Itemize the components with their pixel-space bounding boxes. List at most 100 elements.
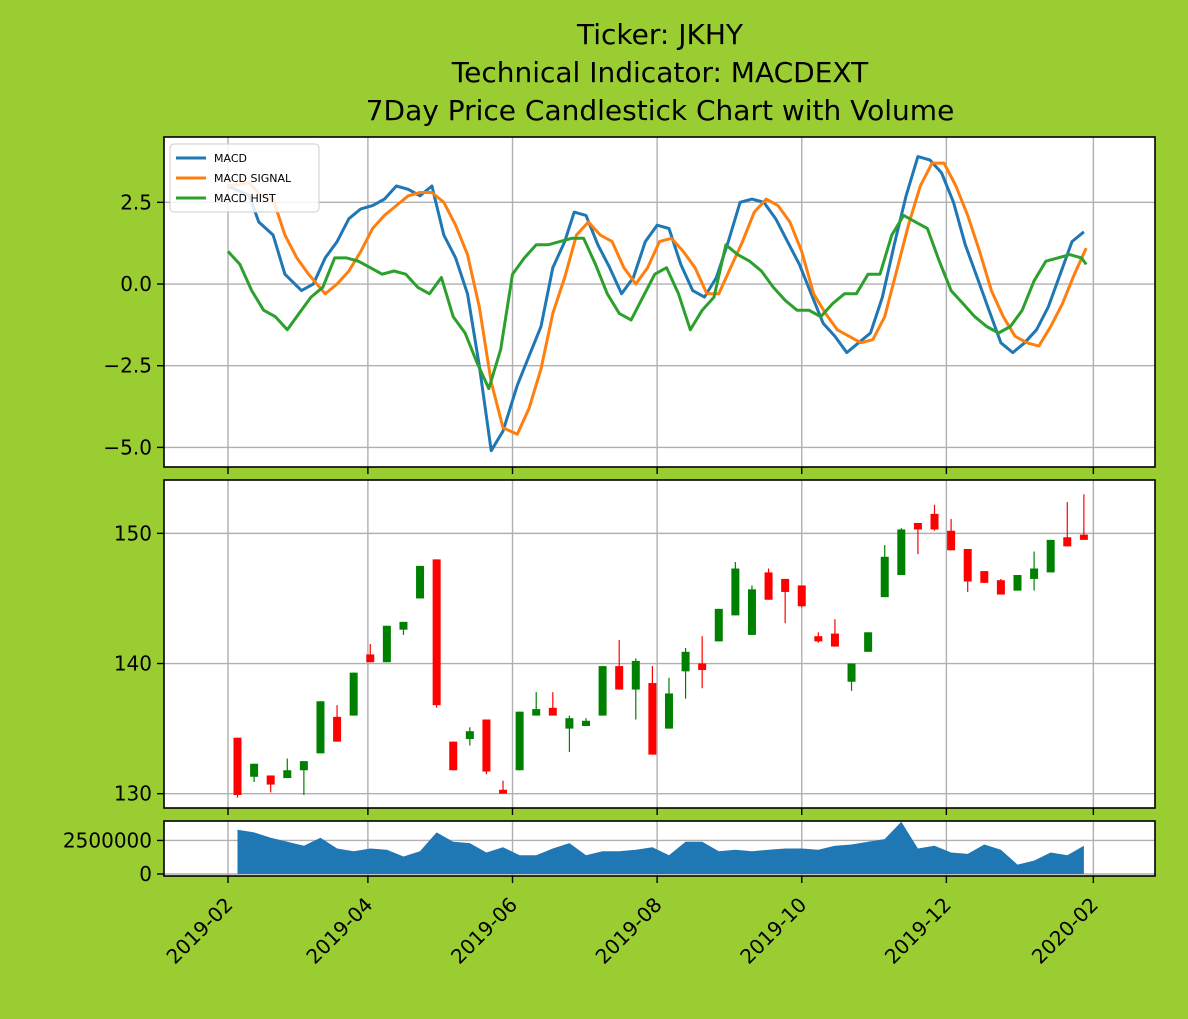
candle-2019-09-10 <box>747 585 756 635</box>
candle-body <box>996 580 1005 595</box>
candle-body <box>482 719 491 772</box>
legend-label-0: MACD <box>214 152 247 165</box>
x-tick-label-6: 2020-02 <box>1027 893 1103 969</box>
x-tick-label-4: 2019-10 <box>735 893 811 969</box>
price-ytick-label-0: 130 <box>114 782 152 806</box>
candle-body <box>980 571 989 583</box>
candle-2019-12-31 <box>1013 575 1022 591</box>
candle-body <box>1013 575 1022 591</box>
candle-body <box>382 625 391 663</box>
candle-2020-01-28 <box>1079 494 1088 540</box>
candle-body <box>1030 568 1039 579</box>
candle-2019-03-19 <box>333 705 342 742</box>
candle-2019-11-26 <box>930 504 939 531</box>
candle-2019-02-19 <box>266 775 275 793</box>
candle-body <box>532 709 541 716</box>
candle-2019-04-02 <box>366 644 375 663</box>
candle-body <box>830 633 839 647</box>
candle-body <box>349 672 358 716</box>
indicator-plot-area <box>164 137 1155 467</box>
candle-body <box>648 683 657 755</box>
candle-body <box>515 711 524 771</box>
candle-2019-09-17 <box>764 568 773 600</box>
candle-body <box>233 737 242 795</box>
legend-box <box>169 143 320 213</box>
candle-2020-01-14 <box>1046 539 1055 573</box>
candle-2019-11-19 <box>913 522 922 555</box>
candle-body <box>499 789 508 794</box>
candle-2020-01-07 <box>1030 551 1039 591</box>
candle-body <box>366 654 375 663</box>
chart-title-line-3: 7Day Price Candlestick Chart with Volume <box>366 94 955 127</box>
candle-2019-08-27 <box>714 608 723 642</box>
candle-body <box>316 701 325 754</box>
candle-body <box>465 731 474 740</box>
series-line-macd-signal <box>227 161 1088 436</box>
candle-body <box>299 761 308 771</box>
price-ytick-label-2: 150 <box>114 521 152 545</box>
indicator-panel: 2.5 0.0 −2.5 −5.0 MACD MACD SIGNAL MACD HIST <box>103 136 1156 474</box>
candle-2019-05-14 <box>465 727 474 746</box>
x-axis: 2019-02 2019-04 2019-06 2019-08 2019-10 2019-… <box>161 893 1102 969</box>
candle-body <box>631 660 640 690</box>
candle-2019-12-10 <box>963 548 972 592</box>
chart-title-line-1: Ticker: JKHY <box>576 18 744 51</box>
candle-body <box>664 693 673 729</box>
legend-label-2: MACD HIST <box>214 192 276 205</box>
candle-2019-04-23 <box>416 565 425 599</box>
candle-2019-11-05 <box>880 545 889 598</box>
candle-2019-08-20 <box>698 636 707 689</box>
candle-2019-05-28 <box>499 780 508 794</box>
candle-2019-10-01 <box>797 585 806 608</box>
candle-body <box>399 621 408 630</box>
candle-2019-10-22 <box>847 663 856 691</box>
candle-body <box>698 663 707 671</box>
candle-2019-07-16 <box>615 640 624 690</box>
candle-2019-06-04 <box>515 711 524 771</box>
indicator-ytick-label-3: −5.0 <box>103 435 152 459</box>
candle-2019-06-11 <box>532 692 541 716</box>
volume-frame <box>163 820 1156 877</box>
chart-title-line-2: Technical Indicator: MACDEXT <box>451 56 869 89</box>
candle-body <box>449 741 458 771</box>
legend-label-1: MACD SIGNAL <box>214 172 292 185</box>
candle-body <box>897 529 906 576</box>
candle-2019-04-16 <box>399 621 408 635</box>
candle-2019-05-07 <box>449 741 458 771</box>
candle-body <box>333 716 342 742</box>
candle-2019-07-09 <box>598 666 607 716</box>
candle-2019-04-30 <box>432 559 441 708</box>
candle-2019-04-09 <box>382 625 391 663</box>
candle-2019-03-12 <box>316 701 325 754</box>
candle-body <box>598 666 607 716</box>
price-ytick-label-1: 140 <box>114 652 152 676</box>
candle-2020-01-21 <box>1063 502 1072 547</box>
candle-body <box>947 530 956 551</box>
candle-body <box>930 513 939 530</box>
candle-2019-02-05 <box>233 737 242 798</box>
volume-area <box>237 821 1084 874</box>
candle-2019-09-03 <box>731 562 740 616</box>
candle-2019-07-02 <box>582 718 591 726</box>
candle-body <box>963 548 972 582</box>
candle-body <box>913 522 922 530</box>
series-line-macd-hist <box>226 213 1088 391</box>
candle-body <box>416 565 425 599</box>
candle-body <box>764 572 773 600</box>
candle-2019-08-13 <box>681 647 690 699</box>
candle-2019-06-25 <box>565 715 574 753</box>
candle-body <box>747 589 756 635</box>
price-panel: 130 140 150 <box>114 479 1156 815</box>
candle-body <box>847 663 856 682</box>
candle-body <box>880 556 889 598</box>
volume-panel: 0 2500000 <box>63 820 1156 886</box>
indicator-ytick-label-2: −2.5 <box>103 354 152 378</box>
candle-body <box>250 763 259 777</box>
candle-body <box>814 636 823 642</box>
candle-2019-02-26 <box>283 758 292 779</box>
candle-body <box>283 770 292 779</box>
series-line-macd <box>227 155 1085 453</box>
volume-ytick-label-1: 2500000 <box>63 828 152 852</box>
candle-body <box>582 720 591 726</box>
